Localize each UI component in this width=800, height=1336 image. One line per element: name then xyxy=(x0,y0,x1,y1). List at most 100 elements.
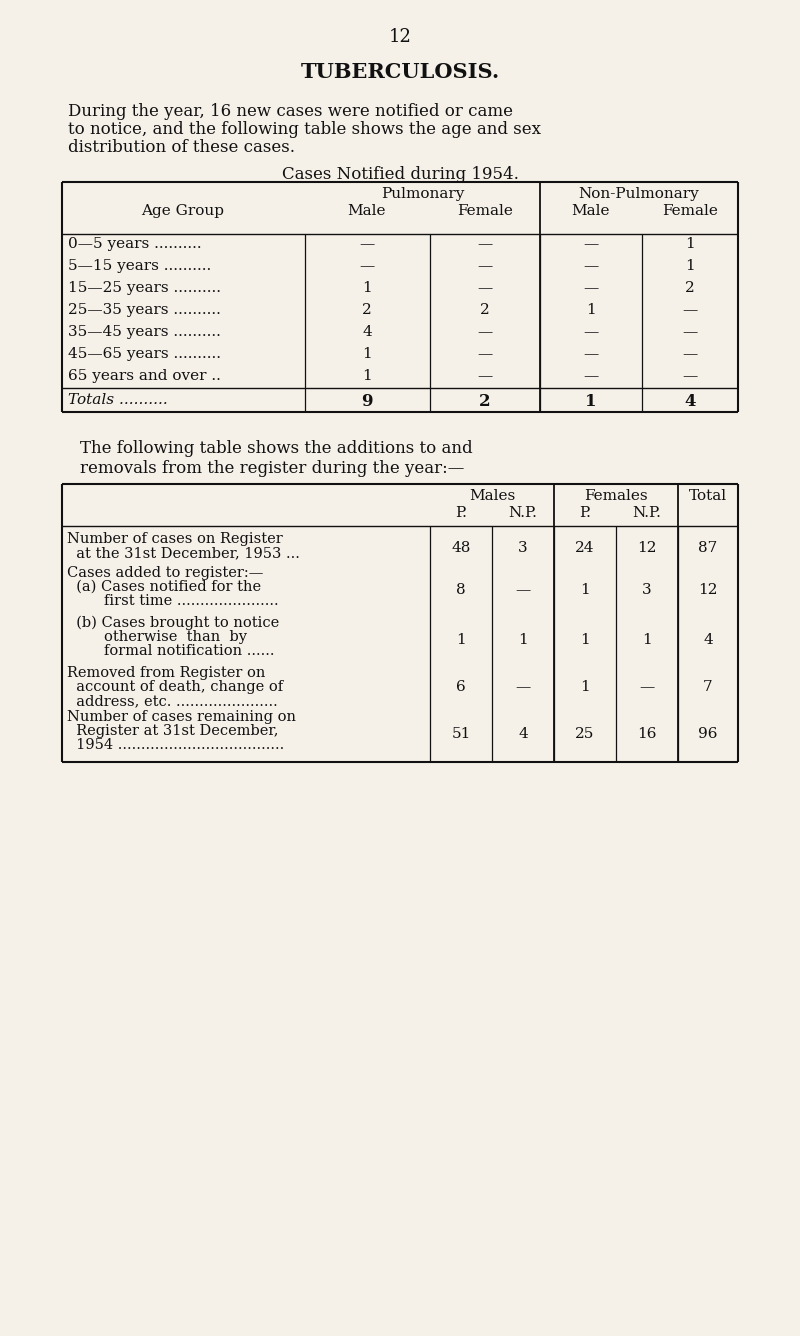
Text: Number of cases on Register: Number of cases on Register xyxy=(67,532,282,546)
Text: to notice, and the following table shows the age and sex: to notice, and the following table shows… xyxy=(68,122,541,138)
Text: distribution of these cases.: distribution of these cases. xyxy=(68,139,295,156)
Text: 4: 4 xyxy=(703,633,713,647)
Text: 12: 12 xyxy=(698,582,718,597)
Text: Cases Notified during 1954.: Cases Notified during 1954. xyxy=(282,166,518,183)
Text: otherwise  than  by: otherwise than by xyxy=(67,631,247,644)
Text: —: — xyxy=(583,369,598,383)
Text: 45—65 years ..........: 45—65 years .......... xyxy=(68,347,221,361)
Text: 9: 9 xyxy=(362,393,373,410)
Text: 1: 1 xyxy=(580,582,590,597)
Text: —: — xyxy=(639,680,654,693)
Text: (a) Cases notified for the: (a) Cases notified for the xyxy=(67,580,261,595)
Text: 1: 1 xyxy=(642,633,652,647)
Text: —: — xyxy=(478,325,493,339)
Text: Age Group: Age Group xyxy=(142,204,225,218)
Text: Female: Female xyxy=(662,204,718,218)
Text: —: — xyxy=(583,236,598,251)
Text: N.P.: N.P. xyxy=(509,506,538,520)
Text: account of death, change of: account of death, change of xyxy=(67,680,283,693)
Text: Totals ..........: Totals .......... xyxy=(68,393,168,407)
Text: —: — xyxy=(478,369,493,383)
Text: P.: P. xyxy=(579,506,591,520)
Text: 16: 16 xyxy=(638,727,657,741)
Text: 2: 2 xyxy=(685,281,695,295)
Text: 1: 1 xyxy=(685,236,695,251)
Text: —: — xyxy=(359,259,374,273)
Text: —: — xyxy=(478,347,493,361)
Text: 96: 96 xyxy=(698,727,718,741)
Text: Female: Female xyxy=(457,204,513,218)
Text: 1: 1 xyxy=(685,259,695,273)
Text: 65 years and over ..: 65 years and over .. xyxy=(68,369,221,383)
Text: removals from the register during the year:—: removals from the register during the ye… xyxy=(80,460,464,477)
Text: Removed from Register on: Removed from Register on xyxy=(67,667,266,680)
Text: —: — xyxy=(583,347,598,361)
Text: 25: 25 xyxy=(575,727,594,741)
Text: Cases added to register:—: Cases added to register:— xyxy=(67,566,263,580)
Text: —: — xyxy=(478,259,493,273)
Text: N.P.: N.P. xyxy=(633,506,662,520)
Text: 12: 12 xyxy=(638,541,657,554)
Text: —: — xyxy=(583,281,598,295)
Text: (b) Cases brought to notice: (b) Cases brought to notice xyxy=(67,616,279,631)
Text: 1: 1 xyxy=(580,680,590,693)
Text: 1: 1 xyxy=(586,303,596,317)
Text: 1: 1 xyxy=(518,633,528,647)
Text: 51: 51 xyxy=(451,727,470,741)
Text: 6: 6 xyxy=(456,680,466,693)
Text: address, etc. ......................: address, etc. ...................... xyxy=(67,693,278,708)
Text: formal notification ......: formal notification ...... xyxy=(67,644,274,659)
Text: 4: 4 xyxy=(362,325,372,339)
Text: 8: 8 xyxy=(456,582,466,597)
Text: —: — xyxy=(583,259,598,273)
Text: 2: 2 xyxy=(480,303,490,317)
Text: TUBERCULOSIS.: TUBERCULOSIS. xyxy=(300,61,500,81)
Text: 35—45 years ..........: 35—45 years .......... xyxy=(68,325,221,339)
Text: 12: 12 xyxy=(389,28,411,45)
Text: —: — xyxy=(583,325,598,339)
Text: 15—25 years ..........: 15—25 years .......... xyxy=(68,281,221,295)
Text: at the 31st December, 1953 ...: at the 31st December, 1953 ... xyxy=(67,546,300,560)
Text: 0—5 years ..........: 0—5 years .......... xyxy=(68,236,202,251)
Text: 2: 2 xyxy=(479,393,491,410)
Text: Males: Males xyxy=(469,489,515,502)
Text: 3: 3 xyxy=(642,582,652,597)
Text: Male: Male xyxy=(348,204,386,218)
Text: 24: 24 xyxy=(575,541,594,554)
Text: 1: 1 xyxy=(580,633,590,647)
Text: 1: 1 xyxy=(362,347,372,361)
Text: During the year, 16 new cases were notified or came: During the year, 16 new cases were notif… xyxy=(68,103,513,120)
Text: —: — xyxy=(682,325,698,339)
Text: —: — xyxy=(515,680,530,693)
Text: 1: 1 xyxy=(586,393,597,410)
Text: Number of cases remaining on: Number of cases remaining on xyxy=(67,709,296,724)
Text: Total: Total xyxy=(689,489,727,502)
Text: The following table shows the additions to and: The following table shows the additions … xyxy=(80,440,473,457)
Text: 1954 ....................................: 1954 ...................................… xyxy=(67,737,284,752)
Text: first time ......................: first time ...................... xyxy=(67,595,278,608)
Text: 48: 48 xyxy=(451,541,470,554)
Text: 4: 4 xyxy=(684,393,696,410)
Text: 1: 1 xyxy=(362,369,372,383)
Text: 1: 1 xyxy=(456,633,466,647)
Text: —: — xyxy=(478,281,493,295)
Text: —: — xyxy=(682,347,698,361)
Text: Females: Females xyxy=(584,489,648,502)
Text: 7: 7 xyxy=(703,680,713,693)
Text: P.: P. xyxy=(455,506,467,520)
Text: —: — xyxy=(359,236,374,251)
Text: 5—15 years ..........: 5—15 years .......... xyxy=(68,259,211,273)
Text: 3: 3 xyxy=(518,541,528,554)
Text: Register at 31st December,: Register at 31st December, xyxy=(67,724,278,737)
Text: 1: 1 xyxy=(362,281,372,295)
Text: 2: 2 xyxy=(362,303,372,317)
Text: Pulmonary: Pulmonary xyxy=(381,187,464,200)
Text: —: — xyxy=(478,236,493,251)
Text: —: — xyxy=(515,582,530,597)
Text: Male: Male xyxy=(572,204,610,218)
Text: —: — xyxy=(682,303,698,317)
Text: 87: 87 xyxy=(698,541,718,554)
Text: 25—35 years ..........: 25—35 years .......... xyxy=(68,303,221,317)
Text: —: — xyxy=(682,369,698,383)
Text: Non-Pulmonary: Non-Pulmonary xyxy=(578,187,699,200)
